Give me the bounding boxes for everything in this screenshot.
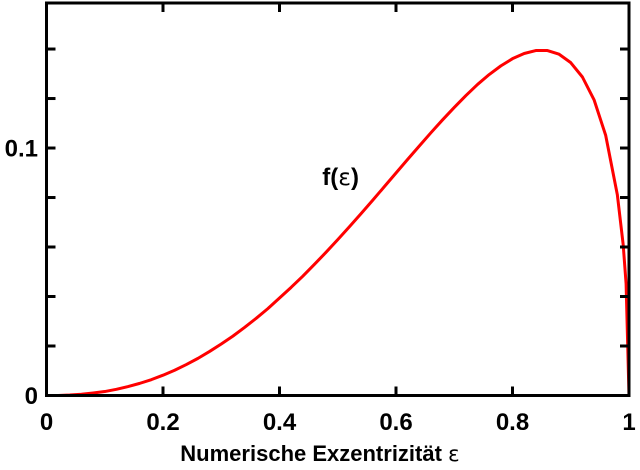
curve-label: f(ε) — [322, 162, 360, 191]
x-tick-label: 0.4 — [263, 409, 297, 436]
x-tick-label: 0.8 — [496, 409, 529, 436]
x-axis-title: Numerische Exzentrizität ε — [180, 441, 460, 467]
x-tick-label: 1 — [622, 409, 635, 436]
curve-f-epsilon — [45, 49, 631, 397]
y-tick-label: 0.1 — [5, 136, 38, 163]
x-tick-label: 0.6 — [379, 409, 412, 436]
x-tick-label: 0.2 — [146, 409, 179, 436]
axes-frame — [45, 1, 631, 397]
x-tick-label: 0 — [40, 409, 53, 436]
y-tick-label: 0 — [25, 383, 38, 410]
